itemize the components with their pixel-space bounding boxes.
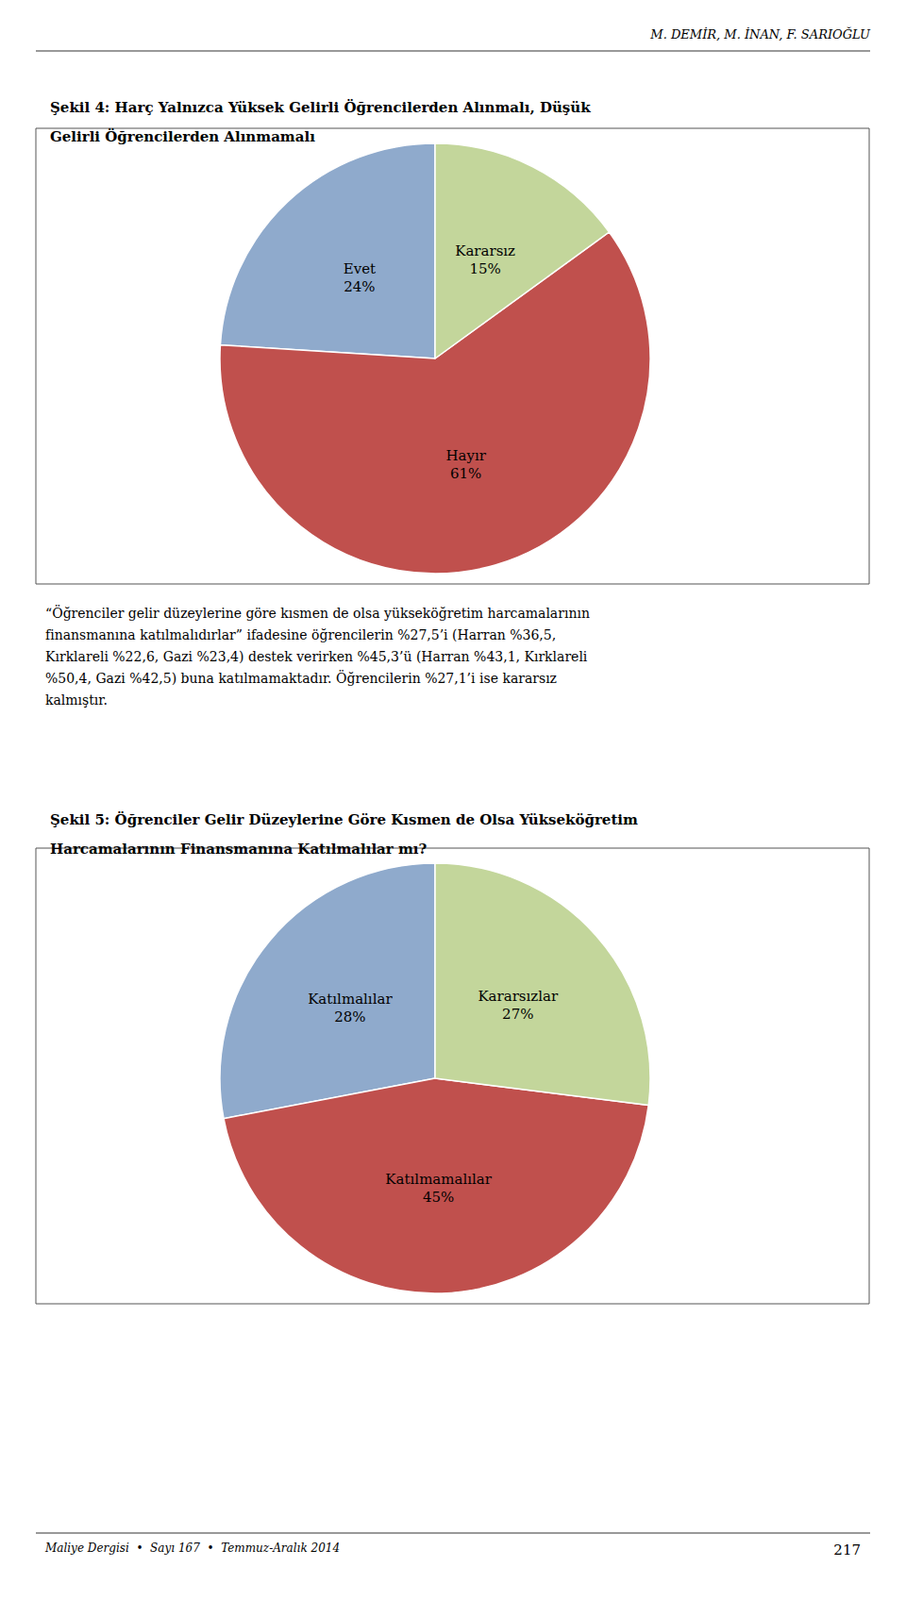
svg-text:61%: 61% bbox=[450, 465, 482, 483]
svg-text:27%: 27% bbox=[502, 1006, 534, 1024]
svg-text:Kararsızlar: Kararsızlar bbox=[477, 988, 559, 1006]
svg-text:Harcamalarının Finansmanına Ka: Harcamalarının Finansmanına Katılmalılar… bbox=[50, 840, 428, 858]
svg-text:“Öğrenciler gelir düzeylerine: “Öğrenciler gelir düzeylerine göre kısme… bbox=[45, 604, 590, 621]
svg-text:Katılmamalılar: Katılmamalılar bbox=[385, 1171, 492, 1189]
svg-text:45%: 45% bbox=[422, 1189, 454, 1207]
svg-text:24%: 24% bbox=[343, 278, 375, 296]
svg-text:finansmanına katılmalıdırlar”: finansmanına katılmalıdırlar” ifadesine … bbox=[45, 627, 556, 643]
svg-text:Katılmalılar: Katılmalılar bbox=[307, 990, 393, 1008]
svg-text:Kırklareli %22,6, Gazi %23,4): Kırklareli %22,6, Gazi %23,4) destek ver… bbox=[45, 649, 588, 665]
svg-text:Maliye Dergisi • Sayı 167 •: Maliye Dergisi • Sayı 167 • Temmuz-Aralı… bbox=[44, 1542, 340, 1556]
svg-text:217: 217 bbox=[833, 1542, 861, 1560]
svg-text:Kararsız: Kararsız bbox=[454, 242, 516, 260]
svg-text:kalmıştır.: kalmıştır. bbox=[45, 692, 108, 708]
svg-text:M. DEMİR, M. İNAN, F. SARIOĞLU: M. DEMİR, M. İNAN, F. SARIOĞLU bbox=[649, 26, 872, 42]
svg-text:Şekil 4: Harç Yalnızca Yüksek: Şekil 4: Harç Yalnızca Yüksek Gelirli Öğ… bbox=[50, 98, 591, 117]
svg-text:28%: 28% bbox=[334, 1008, 366, 1026]
svg-text:Evet: Evet bbox=[343, 260, 376, 278]
svg-text:Şekil 5: Öğrenciler Gelir Düze: Şekil 5: Öğrenciler Gelir Düzeylerine Gö… bbox=[50, 810, 638, 829]
svg-text:%50,4, Gazi %42,5) buna katılm: %50,4, Gazi %42,5) buna katılmamaktadır.… bbox=[45, 670, 557, 687]
svg-text:Gelirli Öğrencilerden Alınmama: Gelirli Öğrencilerden Alınmamalı bbox=[50, 127, 316, 146]
svg-text:15%: 15% bbox=[469, 260, 501, 278]
svg-text:Hayır: Hayır bbox=[445, 447, 487, 465]
